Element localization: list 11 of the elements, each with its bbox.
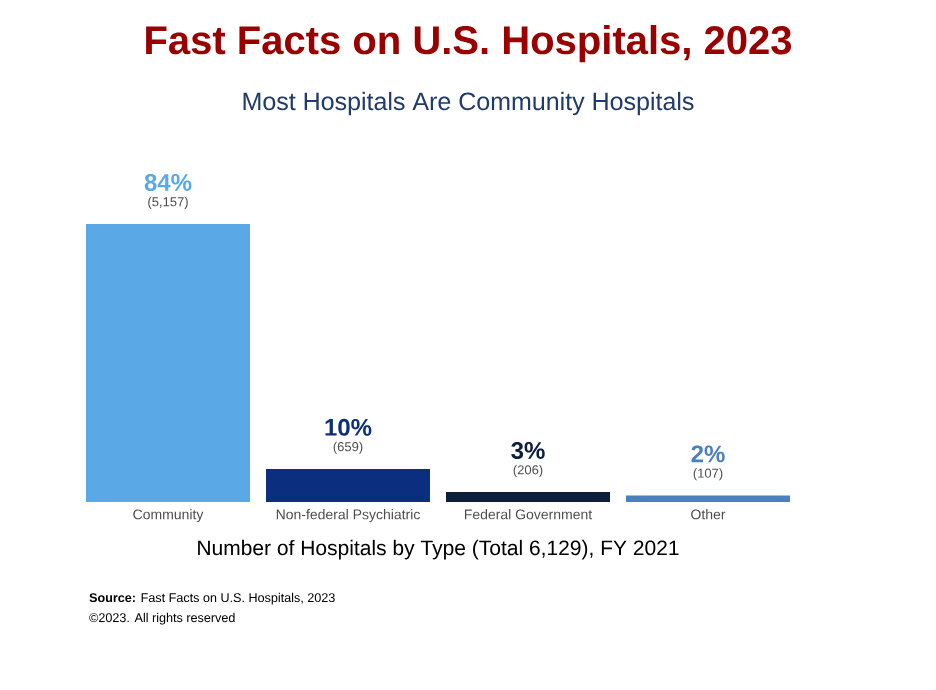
bar: [446, 492, 611, 502]
bar: [86, 223, 251, 502]
data-label: 84%: [144, 173, 192, 191]
data-label: 3%: [511, 441, 545, 460]
chart-subtitle: Most Hospitals Are Community Hospitals: [243, 91, 694, 116]
data-label: 2%: [691, 445, 725, 463]
x-axis-title: Number of Hospitals by Type (Total 6,129), FY 2021: [198, 539, 679, 560]
bar: [626, 495, 791, 502]
chart-title: Fast Facts on U.S. Hospitals, 2023: [146, 25, 792, 63]
bar: [266, 468, 431, 502]
data-label: 10%: [325, 418, 372, 436]
